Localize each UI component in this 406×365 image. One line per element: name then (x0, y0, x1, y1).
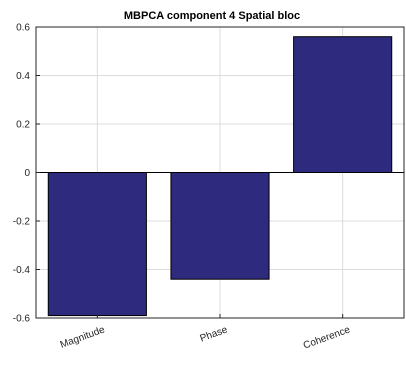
y-tick-label: 0.4 (16, 71, 30, 82)
y-tick-label: 0 (24, 168, 30, 179)
y-tick-label: 0.2 (16, 120, 30, 131)
x-tick-label-coherence: Coherence (302, 324, 352, 351)
chart-title: MBPCA component 4 Spatial bloc (124, 10, 300, 22)
bar-coherence (293, 36, 393, 174)
x-tick-label-phase: Phase (199, 324, 230, 344)
y-tick-label: -0.6 (13, 314, 31, 325)
bar-phase (170, 172, 270, 280)
x-tick-label-magnitude: Magnitude (59, 324, 107, 350)
bar-magnitude (47, 172, 147, 317)
y-tick-label: -0.2 (13, 217, 31, 228)
axes (35, 26, 405, 319)
y-tick-label: -0.4 (13, 265, 31, 276)
y-tick-label: 0.6 (16, 23, 30, 34)
